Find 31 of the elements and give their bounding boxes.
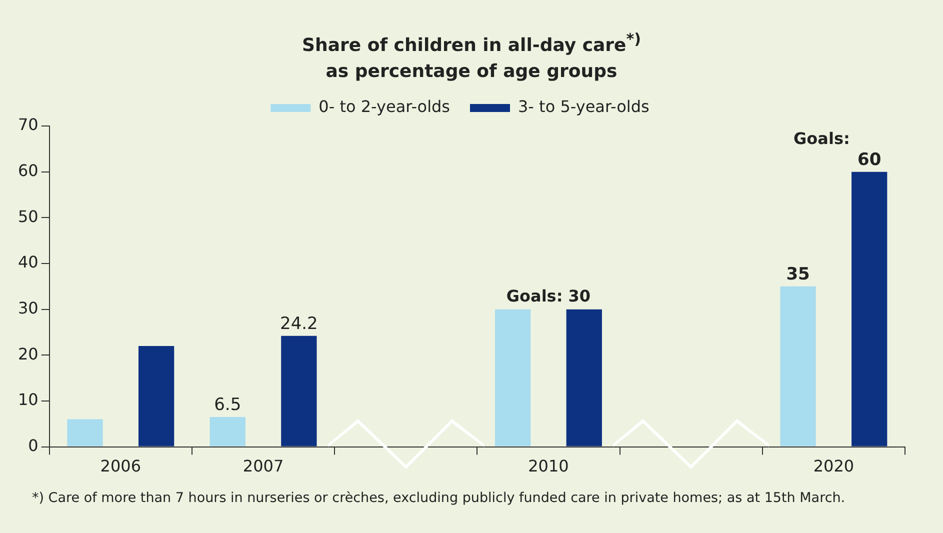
text: *) Care of more than 7 hours in nurseries or crèches, excluding publicly funded care in private homes; as at 15th March. [32, 490, 846, 506]
bar [566, 309, 602, 446]
y-tick-label: 50 [18, 206, 38, 226]
bar [67, 419, 103, 446]
bar [281, 336, 317, 446]
y-tick-label: 10 [18, 390, 38, 410]
y-tick-label: 0 [28, 436, 38, 455]
y-tick-label: 20 [18, 344, 38, 364]
y-tick-label: 40 [18, 252, 38, 272]
x-tick-label: 2006 [100, 456, 142, 476]
bar [495, 309, 531, 446]
y-tick-label: 30 [18, 298, 38, 318]
data-label: 6.5 [214, 394, 242, 415]
y-tick-label: 60 [18, 160, 38, 180]
x-tick-label: 2007 [242, 456, 284, 476]
bar [210, 417, 246, 446]
chart-title: Share of children in all-day care$^{*)}$ [301, 29, 642, 58]
bar [780, 286, 816, 446]
y-tick-label: 70 [18, 115, 38, 134]
data-label: 60 [858, 150, 882, 170]
legend-label: 0- to 2-year-olds [318, 97, 450, 116]
annotation: Goals: 30 [506, 286, 591, 306]
data-label: 24.2 [280, 314, 318, 334]
x-tick-label: 2020 [813, 456, 854, 476]
chart-subtitle: as percentage of age groups [324, 60, 618, 84]
data-label: 35 [786, 264, 810, 284]
x-tick-label: 2010 [528, 456, 569, 476]
legend-label: 3- to 5-year-olds [518, 97, 650, 116]
bar [138, 346, 174, 446]
annotation: Goals: [794, 128, 850, 148]
bar [852, 172, 888, 446]
